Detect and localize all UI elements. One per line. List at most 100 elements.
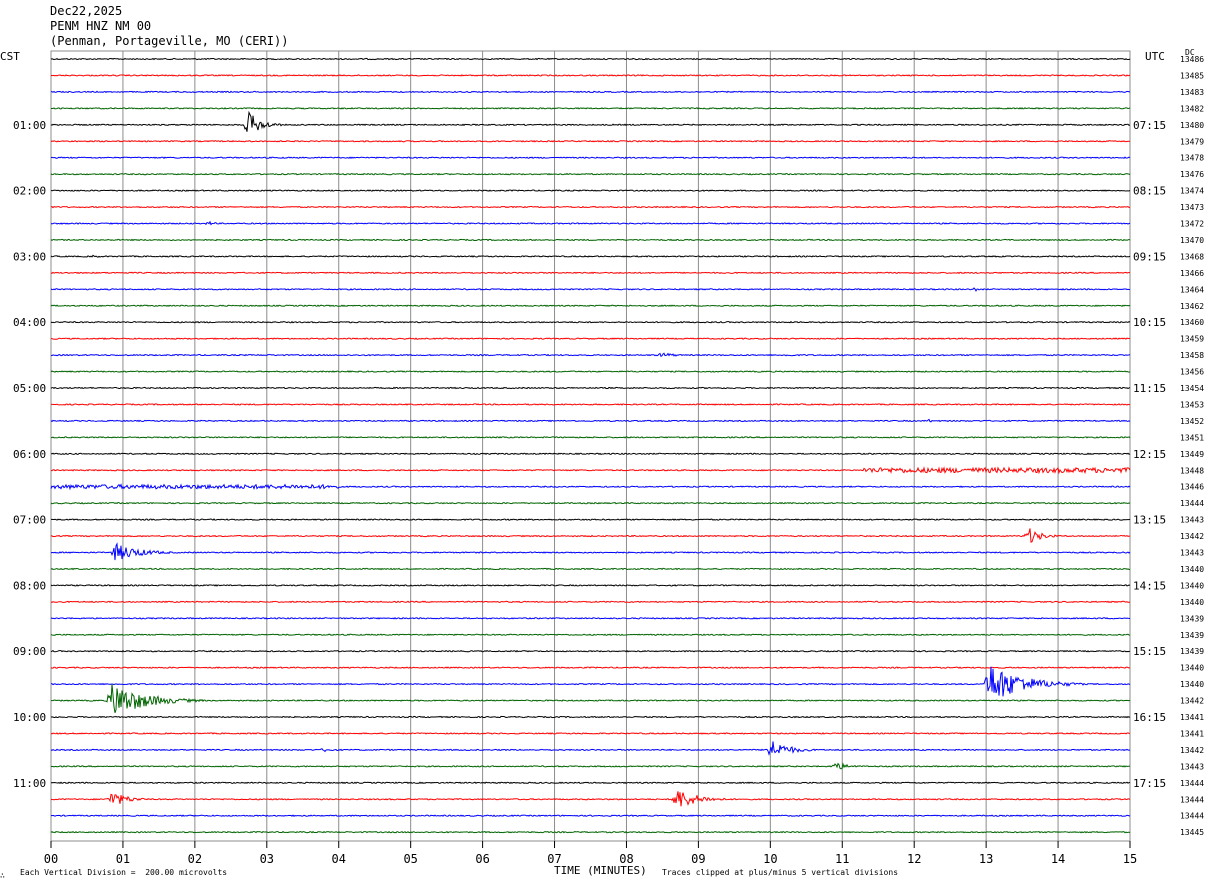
trace-line [50, 320, 1131, 324]
dc-offset-label: 13443 [1180, 549, 1204, 558]
dc-offset-label: 13454 [1180, 384, 1204, 393]
utc-hour-label: 09:15 [1133, 250, 1166, 263]
utc-hour-label: 10:15 [1133, 316, 1166, 329]
trace-line [50, 633, 1131, 637]
x-tick-label: 11 [835, 852, 849, 866]
dc-offset-label: 13451 [1180, 433, 1204, 442]
utc-hour-label: 08:15 [1133, 185, 1166, 198]
dc-offset-label: 13440 [1180, 598, 1204, 607]
dc-offset-label: 13483 [1180, 88, 1204, 97]
x-tick-label: 01 [116, 852, 130, 866]
dc-offset-label: 13478 [1180, 154, 1204, 163]
trace-line [50, 666, 1131, 697]
dc-offset-label: 13443 [1180, 762, 1204, 771]
trace-line [50, 741, 1131, 756]
cst-hour-label: 02:00 [13, 185, 46, 198]
x-tick-label: 02 [188, 852, 202, 866]
dc-offset-label: 13452 [1180, 417, 1204, 426]
cst-hour-label: 05:00 [13, 382, 46, 395]
trace-line [50, 466, 1131, 475]
trace-line [50, 287, 1131, 292]
dc-offset-label: 13443 [1180, 516, 1204, 525]
trace-line [50, 781, 1131, 785]
dc-offset-label: 13464 [1180, 285, 1204, 294]
dc-offset-label: 13444 [1180, 812, 1204, 821]
cst-hour-label: 09:00 [13, 645, 46, 658]
left-timezone-label: CST [0, 50, 20, 63]
trace-line [50, 370, 1131, 373]
trace-line [50, 304, 1131, 308]
x-tick-label: 06 [475, 852, 489, 866]
x-tick-label: 15 [1123, 852, 1137, 866]
dc-offset-label: 13472 [1180, 220, 1204, 229]
trace-line [50, 649, 1131, 653]
corner-mark: ∴ [0, 871, 5, 880]
trace-line [50, 220, 1131, 226]
trace-line [50, 139, 1131, 143]
dc-offset-label: 13440 [1180, 581, 1204, 590]
dc-offset-label: 13439 [1180, 647, 1204, 656]
trace-line [50, 732, 1131, 735]
dc-offset-label: 13440 [1180, 680, 1204, 689]
dc-offset-label: 13485 [1180, 71, 1204, 80]
dc-offset-header: DC [1185, 48, 1195, 57]
cst-hour-label: 01:00 [13, 119, 46, 132]
x-tick-label: 04 [332, 852, 346, 866]
cst-hour-label: 11:00 [13, 777, 46, 790]
cst-hour-label: 08:00 [13, 579, 46, 592]
dc-offset-label: 13446 [1180, 483, 1204, 492]
cst-hour-label: 10:00 [13, 711, 46, 724]
dc-offset-label: 13456 [1180, 368, 1204, 377]
dc-offset-label: 13439 [1180, 614, 1204, 623]
dc-offset-label: 13444 [1180, 499, 1204, 508]
dc-offset-label: 13449 [1180, 450, 1204, 459]
trace-line [50, 90, 1131, 94]
dc-offset-label: 13442 [1180, 746, 1204, 755]
x-tick-label: 09 [691, 852, 705, 866]
dc-offset-label: 13444 [1180, 779, 1204, 788]
trace-line [50, 452, 1131, 456]
utc-hour-label: 17:15 [1133, 777, 1166, 790]
utc-hour-label: 14:15 [1133, 579, 1166, 592]
trace-line [50, 666, 1131, 669]
x-tick-label: 12 [907, 852, 921, 866]
x-tick-label: 00 [44, 852, 58, 866]
dc-offset-label: 13445 [1180, 828, 1204, 837]
dc-offset-label: 13460 [1180, 318, 1204, 327]
trace-line [50, 110, 1131, 132]
plot-frame [50, 50, 1131, 842]
dc-offset-label: 13486 [1180, 55, 1204, 64]
x-tick-label: 10 [763, 852, 777, 866]
x-tick-label: 13 [979, 852, 993, 866]
x-tick-label: 08 [619, 852, 633, 866]
dc-offset-label: 13441 [1180, 729, 1204, 738]
trace-line [50, 542, 1131, 561]
dc-offset-label: 13470 [1180, 236, 1204, 245]
trace-line [50, 418, 1131, 423]
trace-line [50, 483, 1131, 491]
trace-line [50, 238, 1131, 242]
x-tick-label: 14 [1051, 852, 1065, 866]
trace-line [50, 107, 1131, 110]
trace-line [50, 715, 1131, 719]
record-date: Dec22,2025 [50, 4, 123, 18]
trace-line [50, 386, 1131, 390]
trace-line [50, 600, 1131, 604]
trace-line [50, 57, 1131, 61]
trace-line [50, 156, 1131, 159]
dc-offset-label: 13476 [1180, 170, 1204, 179]
trace-line [50, 584, 1131, 587]
trace-line [51, 436, 1131, 439]
dc-offset-label: 13462 [1180, 302, 1204, 311]
dc-offset-label: 13442 [1180, 532, 1204, 541]
dc-offset-label: 13439 [1180, 631, 1204, 640]
x-tick-label: 05 [403, 852, 417, 866]
trace-line [50, 830, 1131, 834]
clip-note: Traces clipped at plus/minus 5 vertical … [662, 868, 899, 877]
trace-line [50, 74, 1131, 77]
trace-line [50, 352, 1131, 358]
station-location: (Penman, Portageville, MO (CERI)) [50, 34, 289, 48]
utc-hour-label: 13:15 [1133, 514, 1166, 527]
cst-hour-label: 03:00 [13, 250, 46, 263]
